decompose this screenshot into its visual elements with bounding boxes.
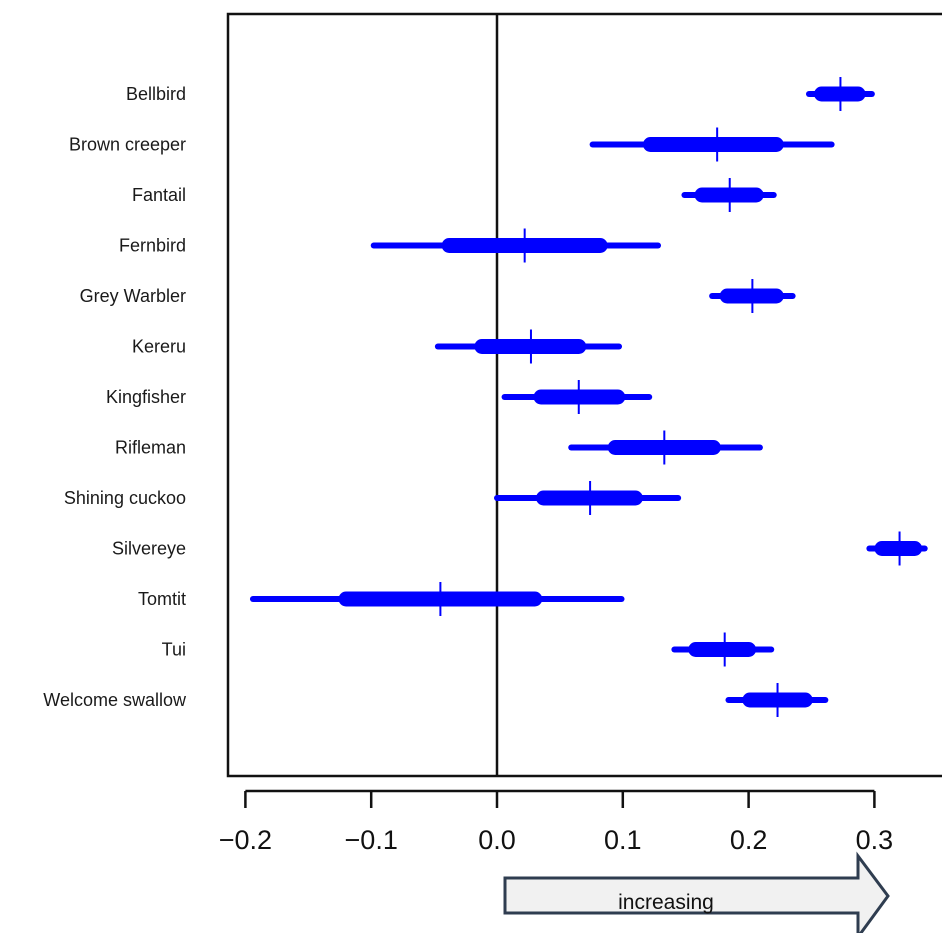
species-row: Fernbird <box>119 228 662 263</box>
species-label: Kingfisher <box>106 387 186 407</box>
species-rows: Bellbird Brown creeper Fantail Fernbird Grey… <box>43 77 928 717</box>
species-row: Fantail <box>132 178 777 212</box>
species-row: Kingfisher <box>106 380 653 414</box>
species-row: Grey Warbler <box>80 279 796 313</box>
species-row: Bellbird <box>126 77 875 111</box>
x-tick-label: 0.3 <box>856 825 894 855</box>
species-row: Welcome swallow <box>43 683 829 717</box>
x-tick-label: 0.2 <box>730 825 768 855</box>
species-label: Kereru <box>132 337 186 357</box>
x-tick-label: −0.1 <box>345 825 398 855</box>
species-label: Bellbird <box>126 84 186 104</box>
plot-frame <box>226 12 942 778</box>
increasing-arrow: increasing <box>503 851 890 933</box>
species-label: Silvereye <box>112 539 186 559</box>
species-label: Shining cuckoo <box>64 488 186 508</box>
species-row: Rifleman <box>115 430 763 465</box>
x-tick-label: 0.0 <box>478 825 516 855</box>
species-row: Brown creeper <box>69 127 835 162</box>
species-row: Kereru <box>132 329 623 364</box>
species-label: Rifleman <box>115 438 186 458</box>
arrow-shape <box>503 851 890 933</box>
x-tick-label: 0.1 <box>604 825 642 855</box>
arrow-label: increasing <box>618 891 714 914</box>
species-row: Tui <box>162 632 775 667</box>
species-row: Silvereye <box>112 531 928 566</box>
species-label: Fantail <box>132 185 186 205</box>
species-label: Welcome swallow <box>43 690 187 710</box>
species-label: Tui <box>162 640 186 660</box>
species-label: Fernbird <box>119 236 186 256</box>
species-label: Brown creeper <box>69 135 186 155</box>
x-axis: −0.2 −0.1 0.0 0.1 0.2 0.3 <box>219 789 894 855</box>
species-row: Tomtit <box>138 582 625 616</box>
species-label: Tomtit <box>138 589 186 609</box>
species-label: Grey Warbler <box>80 286 186 306</box>
species-row: Shining cuckoo <box>64 481 682 515</box>
x-tick-label: −0.2 <box>219 825 272 855</box>
